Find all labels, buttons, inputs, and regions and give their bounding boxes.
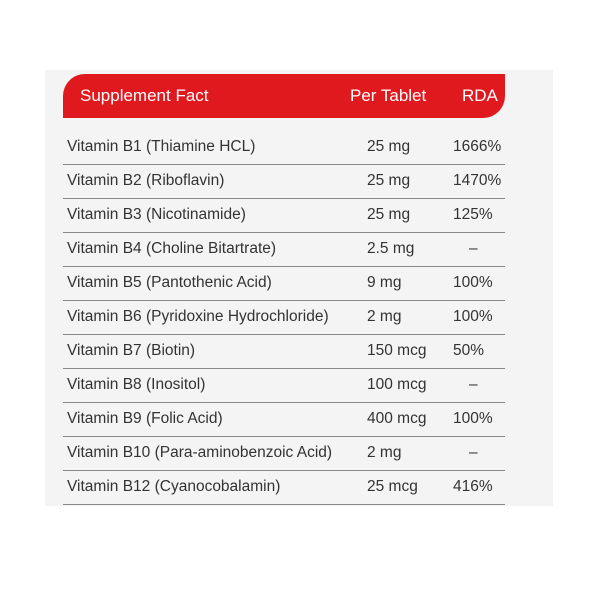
table-row: Vitamin B12 (Cyanocobalamin) 25 mcg 416% <box>63 470 505 505</box>
per-tablet-amount: 2 mg <box>367 308 402 325</box>
rda-value: 100% <box>453 308 493 325</box>
header-title: Supplement Fact <box>80 86 209 105</box>
table-header: Supplement Fact Per Tablet RDA <box>63 74 505 118</box>
rda-value: 125% <box>453 206 493 223</box>
rda-value: 1470% <box>453 172 502 189</box>
rda-value: 100% <box>453 410 493 427</box>
nutrient-name: Vitamin B3 (Nicotinamide) <box>67 206 246 223</box>
per-tablet-amount: 25 mg <box>367 206 411 223</box>
nutrient-name: Vitamin B6 (Pyridoxine Hydrochloride) <box>67 308 329 325</box>
rda-value: 50% <box>453 342 485 359</box>
table-row: Vitamin B7 (Biotin) 150 mcg 50% <box>63 334 505 369</box>
table-row: Vitamin B9 (Folic Acid) 400 mcg 100% <box>63 402 505 437</box>
table-row: Vitamin B1 (Thiamine HCL) 25 mg 1666% <box>63 130 505 165</box>
per-tablet-amount: 100 mcg <box>367 376 427 393</box>
nutrient-name: Vitamin B4 (Choline Bitartrate) <box>67 240 277 257</box>
nutrient-name: Vitamin B10 (Para-aminobenzoic Acid) <box>67 444 333 461</box>
per-tablet-amount: 2.5 mg <box>367 240 415 257</box>
per-tablet-amount: 25 mcg <box>367 478 418 495</box>
per-tablet-amount: 25 mg <box>367 172 411 189</box>
nutrient-name: Vitamin B7 (Biotin) <box>67 342 196 359</box>
nutrient-name: Vitamin B5 (Pantothenic Acid) <box>67 274 272 291</box>
header-rda: RDA <box>462 86 498 105</box>
nutrient-name: Vitamin B9 (Folic Acid) <box>67 410 223 427</box>
rda-value: – <box>469 376 478 393</box>
nutrient-name: Vitamin B8 (Inositol) <box>67 376 206 393</box>
rda-value: 416% <box>453 478 493 495</box>
table-row: Vitamin B8 (Inositol) 100 mcg – <box>63 368 505 403</box>
label-card <box>45 70 553 506</box>
rda-value: – <box>469 240 478 257</box>
table-row: Vitamin B6 (Pyridoxine Hydrochloride) 2 m… <box>63 300 505 335</box>
table-row: Vitamin B4 (Choline Bitartrate) 2.5 mg – <box>63 232 505 267</box>
nutrient-name: Vitamin B12 (Cyanocobalamin) <box>67 478 281 495</box>
rda-value: 100% <box>453 274 493 291</box>
header-per-tablet: Per Tablet <box>350 86 427 105</box>
per-tablet-amount: 150 mcg <box>367 342 427 359</box>
rda-value: 1666% <box>453 138 502 155</box>
per-tablet-amount: 2 mg <box>367 444 402 461</box>
table-row: Vitamin B3 (Nicotinamide) 25 mg 125% <box>63 198 505 233</box>
rda-value: – <box>469 444 478 461</box>
nutrient-name: Vitamin B1 (Thiamine HCL) <box>67 138 256 155</box>
nutrient-name: Vitamin B2 (Riboflavin) <box>67 172 225 189</box>
table-row: Vitamin B10 (Para-aminobenzoic Acid) 2 mg… <box>63 436 505 471</box>
per-tablet-amount: 9 mg <box>367 274 402 291</box>
table-row: Vitamin B5 (Pantothenic Acid) 9 mg 100% <box>63 266 505 301</box>
per-tablet-amount: 400 mcg <box>367 410 427 427</box>
per-tablet-amount: 25 mg <box>367 138 411 155</box>
table-row: Vitamin B2 (Riboflavin) 25 mg 1470% <box>63 164 505 199</box>
